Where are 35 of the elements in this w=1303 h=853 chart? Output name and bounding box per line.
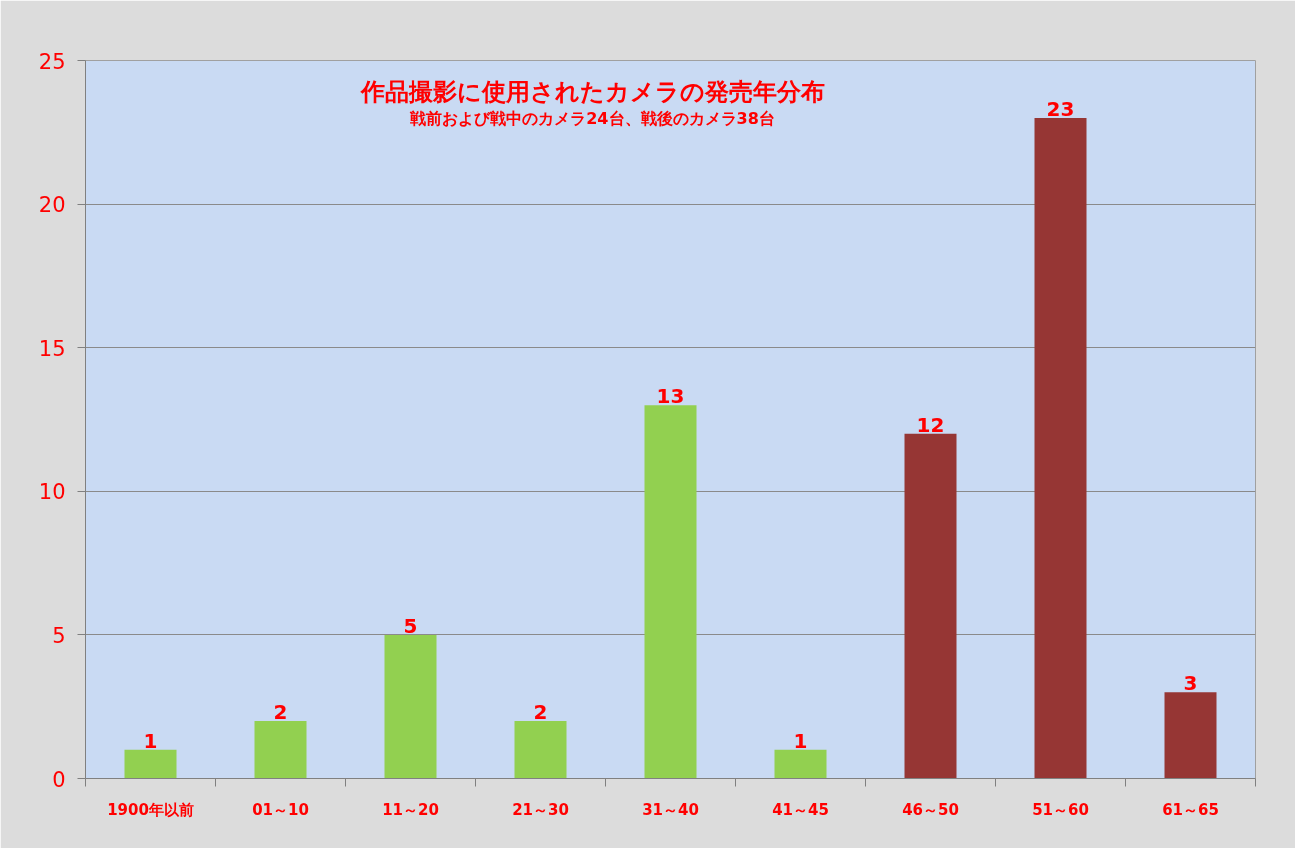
x-tick-label: 41～45 [772, 800, 829, 819]
y-tick-label: 10 [38, 480, 66, 505]
y-tick-label: 20 [38, 193, 66, 218]
text: 戦前および戦中のカメラ24台、戦後のカメラ38台 [409, 109, 775, 129]
bar [514, 721, 567, 779]
data-label: 23 [1046, 96, 1075, 121]
y-tick-label: 5 [52, 623, 66, 648]
bar [774, 749, 827, 779]
data-label: 12 [916, 412, 945, 437]
data-label: 1 [143, 728, 158, 753]
bar [124, 749, 177, 779]
bar [644, 405, 697, 779]
y-tick-label: 25 [38, 49, 66, 74]
bar [1164, 692, 1217, 779]
y-tick-label: 0 [52, 767, 66, 792]
bar [384, 634, 437, 779]
data-label: 3 [1183, 671, 1198, 696]
x-tick-label: 31～40 [642, 800, 699, 819]
y-tick-label: 15 [38, 336, 66, 361]
data-label: 5 [403, 613, 418, 638]
bar [1034, 117, 1087, 779]
x-tick-label: 21～30 [512, 800, 569, 819]
data-label: 2 [273, 700, 288, 725]
x-tick-label: 51～60 [1032, 800, 1089, 819]
x-tick-label: 61～65 [1162, 800, 1219, 819]
data-label: 1 [793, 728, 808, 753]
bar [904, 433, 957, 779]
data-label: 2 [533, 700, 548, 725]
text: 作品撮影に使用されたカメラの発売年分布 [359, 78, 825, 107]
x-tick-label: 1900年以前 [107, 800, 194, 819]
x-tick-label: 01～10 [252, 800, 309, 819]
data-label: 13 [656, 384, 685, 409]
x-tick-label: 11～20 [382, 800, 439, 819]
x-tick-label: 46～50 [902, 800, 959, 819]
bar [254, 721, 307, 779]
